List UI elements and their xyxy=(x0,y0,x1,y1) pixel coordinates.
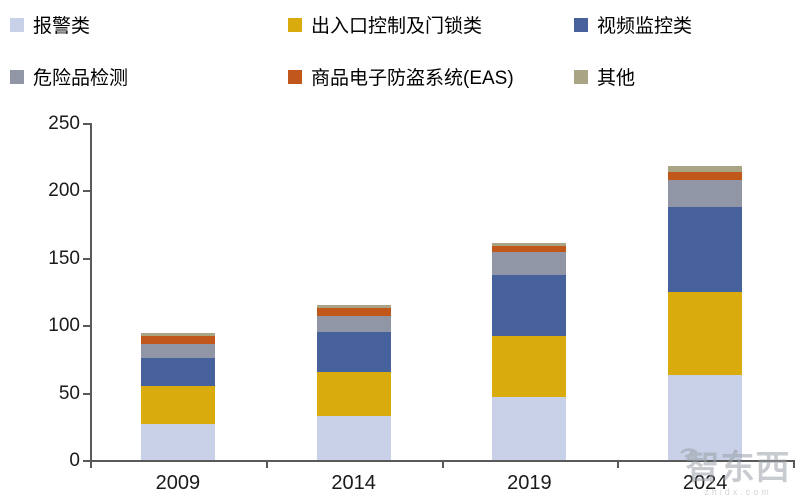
x-axis-tick xyxy=(265,460,268,468)
y-axis-tick-label: 100 xyxy=(48,315,80,337)
legend-label: 其他 xyxy=(597,68,636,89)
bar-segment xyxy=(140,333,215,337)
bar-segment xyxy=(492,245,567,253)
legend-swatch-icon xyxy=(10,69,24,84)
legend-swatch-icon xyxy=(288,69,302,84)
bar-segment xyxy=(140,336,215,345)
y-axis-line xyxy=(90,123,92,462)
bar-segment xyxy=(668,166,743,172)
bar-segment xyxy=(316,331,391,373)
stacked-bar xyxy=(492,243,567,460)
x-axis-tick-label: 2019 xyxy=(507,472,552,494)
bar-segment xyxy=(140,344,215,358)
bar-segment xyxy=(668,171,743,180)
x-axis-tick-label: 2009 xyxy=(155,472,201,494)
y-axis-tick xyxy=(83,460,90,462)
watermark-text: 智东西 xyxy=(685,449,791,487)
legend-swatch-icon xyxy=(574,69,588,84)
x-axis-tick xyxy=(793,460,795,468)
bar-segment xyxy=(140,423,215,460)
legend-item: 商品电子防盗系统(EAS) xyxy=(288,63,514,90)
legend-swatch-icon xyxy=(574,17,588,32)
y-axis-tick-label: 0 xyxy=(69,450,80,471)
legend-swatch-icon xyxy=(10,17,24,32)
y-axis-tick xyxy=(83,392,90,395)
y-axis-tick-label: 200 xyxy=(48,180,80,202)
bar-segment xyxy=(492,243,567,246)
x-axis-tick-label: 2014 xyxy=(331,472,376,494)
legend-item: 视频监控类 xyxy=(574,11,692,38)
legend-item: 出入口控制及门锁类 xyxy=(288,11,482,38)
bar-segment xyxy=(668,179,743,207)
legend-label: 危险品检测 xyxy=(33,68,129,89)
bar-segment xyxy=(668,375,743,460)
x-axis-tick-label: 2024 xyxy=(682,472,728,494)
bar-segment xyxy=(316,415,391,460)
legend-item: 其他 xyxy=(574,63,635,90)
bar-segment xyxy=(492,252,567,276)
y-axis-tick xyxy=(83,257,90,260)
chart-legend: 报警类 出入口控制及门锁类 视频监控类危险品检测 商品电子防盗系统(EAS) 其他 xyxy=(0,0,800,100)
x-axis-tick xyxy=(617,460,620,468)
bar-segment xyxy=(316,307,391,316)
wifi-arcs-icon xyxy=(680,448,698,461)
bar-segment xyxy=(492,275,567,336)
stacked-bar xyxy=(668,166,743,460)
legend-label: 报警类 xyxy=(33,16,91,37)
stacked-bar xyxy=(316,305,391,460)
y-axis-tick xyxy=(83,325,90,328)
legend-label: 商品电子防盗系统(EAS) xyxy=(311,68,514,89)
y-axis-tick-label: 50 xyxy=(58,382,80,404)
bar-segment xyxy=(316,372,391,416)
legend-swatch-icon xyxy=(288,17,302,32)
legend-label: 出入口控制及门锁类 xyxy=(311,16,483,37)
y-axis-tick xyxy=(83,123,90,125)
bar-segment xyxy=(316,305,391,308)
stacked-bar xyxy=(140,333,215,460)
y-axis-tick-label: 250 xyxy=(48,113,80,134)
legend-item: 危险品检测 xyxy=(10,63,128,90)
watermark-subtext: zhidx.com xyxy=(704,487,772,497)
bar-segment xyxy=(492,335,567,397)
legend-item: 报警类 xyxy=(10,11,90,38)
bar-segment xyxy=(668,291,743,376)
y-axis-tick-label: 150 xyxy=(48,247,80,269)
bar-segment xyxy=(140,357,215,386)
bar-segment xyxy=(668,206,743,292)
bar-segment xyxy=(140,385,215,424)
bar-segment xyxy=(316,315,391,332)
stacked-bar-chart: 0 50 100 150 200 250 2009 2014 2019 2024 xyxy=(0,100,800,503)
y-axis-tick xyxy=(83,190,90,193)
x-axis-tick xyxy=(441,460,444,468)
watermark: 智东西 zhidx.com xyxy=(678,448,798,497)
bar-segment xyxy=(492,396,567,460)
legend-label: 视频监控类 xyxy=(597,16,693,37)
x-axis-tick xyxy=(90,460,92,468)
